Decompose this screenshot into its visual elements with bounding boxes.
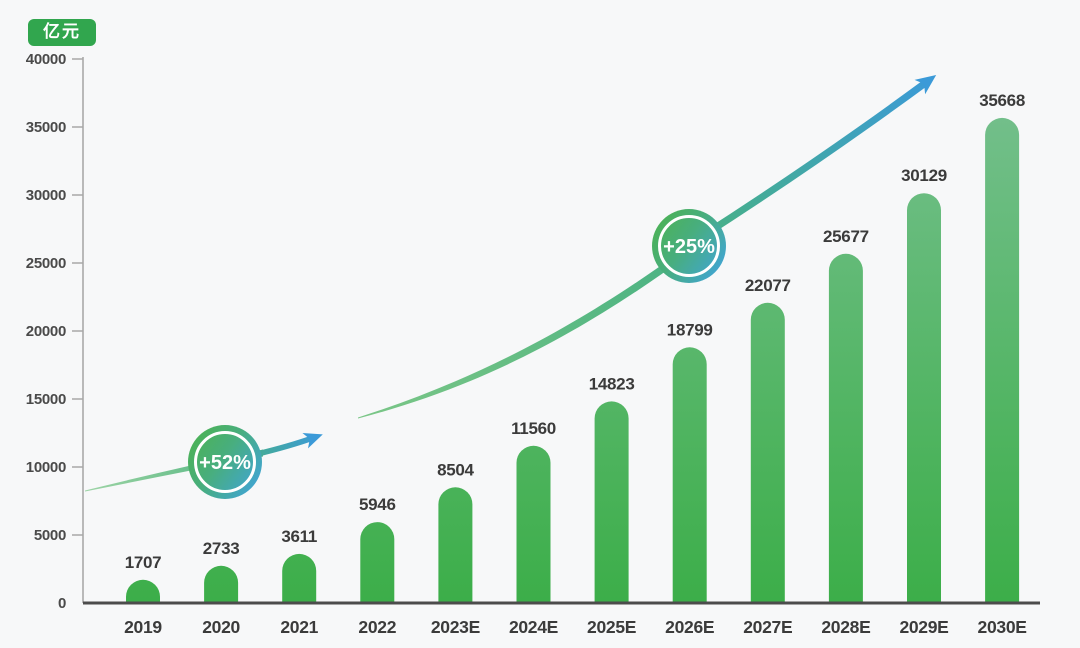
- x-category-label-2022: 2022: [358, 617, 396, 637]
- x-category-label-2030E: 2030E: [978, 617, 1027, 637]
- y-tick-label: 25000: [26, 255, 66, 272]
- x-category-label-2026E: 2026E: [665, 617, 714, 637]
- bar-2025E: [594, 401, 629, 603]
- bar-value-label: 22077: [745, 276, 791, 295]
- growth-badge: [652, 209, 726, 283]
- growth-badge: [188, 425, 262, 499]
- unit-badge: 亿元: [28, 19, 96, 47]
- x-category-label-2025E: 2025E: [587, 617, 636, 637]
- bar-2024E: [516, 445, 551, 603]
- y-tick-label: 10000: [26, 459, 66, 476]
- bar-value-label: 2733: [203, 539, 240, 558]
- y-tick-label: 30000: [26, 187, 66, 204]
- bar-2027E: [750, 302, 785, 603]
- bar-value-label: 1707: [125, 553, 162, 572]
- x-category-label-2019: 2019: [124, 617, 162, 637]
- bar-2030E: [985, 117, 1020, 603]
- x-category-label-2020: 2020: [202, 617, 240, 637]
- bar-2023E: [438, 487, 473, 603]
- y-tick-label: 5000: [34, 527, 66, 544]
- x-category-label-2027E: 2027E: [743, 617, 792, 637]
- bar-2029E: [907, 193, 941, 603]
- growth-badge-label: +25%: [663, 236, 715, 258]
- bar-value-label: 30129: [901, 166, 947, 185]
- bar-value-label: 25677: [823, 227, 869, 246]
- x-category-label-2024E: 2024E: [509, 617, 558, 637]
- bar-value-label: 35668: [979, 91, 1025, 110]
- bar-value-label: 5946: [359, 495, 396, 514]
- x-category-label-2029E: 2029E: [899, 617, 948, 637]
- y-tick-label: 0: [58, 595, 66, 612]
- y-tick-label: 35000: [26, 119, 66, 136]
- growth-arrow: [695, 74, 937, 243]
- growth-curve: [358, 237, 700, 419]
- bar-2022: [360, 522, 395, 603]
- y-tick-label: 20000: [26, 323, 66, 340]
- bar-2028E: [828, 253, 863, 603]
- bar-value-label: 14823: [589, 374, 635, 393]
- bar-2021: [282, 553, 317, 603]
- growth-annotation-1: +52%: [85, 425, 323, 499]
- y-tick-label: 40000: [26, 51, 66, 68]
- bar-value-label: 3611: [281, 527, 317, 546]
- bar-2026E: [672, 347, 707, 603]
- x-category-label-2021: 2021: [280, 617, 318, 637]
- bar-2019: [126, 579, 160, 603]
- growth-badge-label: +52%: [199, 452, 251, 474]
- x-category-label-2023E: 2023E: [431, 617, 480, 637]
- bar-value-label: 11560: [511, 419, 556, 438]
- bar-value-label: 18799: [667, 320, 713, 339]
- growth-badge-ring: [658, 215, 720, 277]
- x-category-label-2028E: 2028E: [821, 617, 870, 637]
- bar-2020: [204, 565, 239, 603]
- y-tick-label: 15000: [26, 391, 66, 408]
- growth-annotation-2: +25%: [358, 74, 937, 419]
- bar-value-label: 8504: [437, 460, 474, 479]
- growth-badge-ring: [194, 431, 256, 493]
